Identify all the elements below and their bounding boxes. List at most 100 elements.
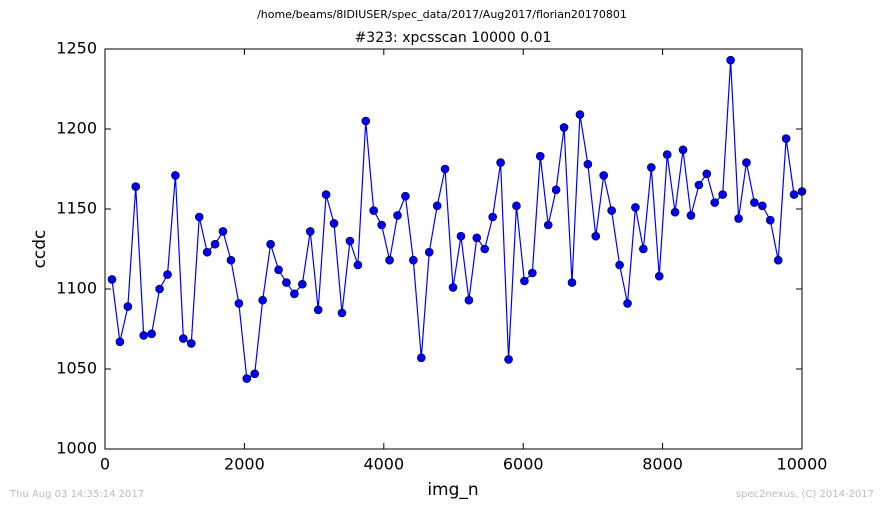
data-point (662, 150, 672, 159)
data-point (385, 255, 394, 265)
data-point (488, 212, 497, 222)
data-point (583, 159, 593, 169)
data-point (321, 190, 331, 199)
timestamp: Thu Aug 03 14:35:14 2017 (9, 489, 144, 500)
data-point (242, 374, 252, 383)
data-point (361, 116, 371, 126)
data-point (432, 201, 442, 211)
x-tick-label: 0 (100, 455, 110, 474)
data-point (591, 231, 601, 241)
data-point (179, 334, 188, 343)
data-point (250, 369, 260, 379)
data-point (623, 299, 632, 308)
data-line (111, 60, 803, 380)
data-point (686, 211, 696, 220)
x-tick-label: 6000 (503, 455, 544, 474)
data-point (107, 275, 117, 284)
credit: spec2nexus, (C) 2014-2017 (736, 489, 874, 500)
data-point (758, 201, 767, 211)
data-point (631, 203, 640, 212)
data-point (750, 198, 759, 207)
data-point (654, 271, 664, 281)
data-point (551, 185, 561, 195)
data-point (528, 268, 537, 278)
y-tick-label: 1000 (56, 439, 97, 458)
data-point (535, 151, 545, 161)
data-point (781, 134, 791, 143)
x-tick-label: 2000 (224, 455, 265, 474)
y-tick-label: 1050 (56, 359, 97, 378)
data-point (210, 239, 220, 249)
x-tick-label: 8000 (642, 455, 683, 474)
data-point (615, 260, 624, 270)
x-axis-label: img_n (427, 480, 478, 500)
x-tick-label: 4000 (363, 455, 404, 474)
data-point (147, 329, 156, 339)
data-point (464, 295, 474, 305)
y-tick-label: 1150 (56, 199, 97, 218)
data-point (678, 145, 688, 155)
data-point (202, 247, 212, 257)
data-point (258, 295, 267, 305)
data-point (218, 227, 228, 236)
data-point (313, 305, 323, 315)
data-point (139, 331, 148, 340)
data-point (305, 227, 315, 236)
data-point (416, 353, 426, 363)
data-point (171, 171, 180, 180)
suptitle: /home/beams/8IDIUSER/spec_data/2017/Aug2… (257, 8, 627, 21)
data-point (123, 302, 133, 311)
x-tick-label: 10000 (777, 455, 828, 474)
data-point (670, 207, 680, 217)
data-point (520, 276, 529, 286)
data-point (710, 198, 720, 207)
data-point (353, 260, 363, 270)
data-point (448, 283, 458, 292)
chart-title: #323: xpcsscan 10000 0.01 (355, 30, 552, 46)
data-point (274, 265, 283, 275)
data-point (409, 255, 418, 265)
data-point (377, 220, 386, 230)
data-point (718, 190, 727, 199)
data-point (163, 270, 172, 279)
data-point (496, 158, 505, 167)
y-axis-label: ccdc (30, 230, 50, 269)
data-point (131, 182, 141, 191)
data-point (559, 123, 569, 132)
data-point (329, 219, 339, 228)
y-tick-label: 1250 (56, 39, 97, 58)
data-point (742, 158, 751, 167)
data-point (575, 110, 585, 119)
data-point (734, 214, 743, 223)
data-point (543, 220, 553, 230)
data-point (726, 55, 735, 65)
data-point (607, 206, 616, 215)
data-point (282, 278, 291, 287)
data-point (266, 239, 275, 249)
data-point (337, 308, 347, 318)
y-tick-label: 1100 (56, 279, 97, 298)
data-point (115, 337, 125, 347)
data-point (369, 206, 378, 215)
data-point (599, 171, 609, 180)
data-point (773, 255, 783, 265)
y-tick-label: 1200 (56, 119, 97, 138)
data-point (194, 212, 204, 222)
data-point (155, 284, 164, 294)
data-point (290, 289, 299, 299)
data-point (401, 191, 410, 201)
data-point (647, 163, 656, 172)
data-point (393, 211, 402, 220)
data-point (639, 244, 648, 254)
data-point (234, 299, 244, 308)
data-point (345, 236, 355, 246)
data-point (789, 190, 799, 199)
data-point (694, 180, 704, 190)
data-point (186, 339, 196, 348)
data-point (765, 215, 775, 225)
data-point (567, 278, 577, 287)
data-point (480, 244, 490, 254)
data-point (226, 255, 236, 265)
data-point (702, 169, 712, 179)
